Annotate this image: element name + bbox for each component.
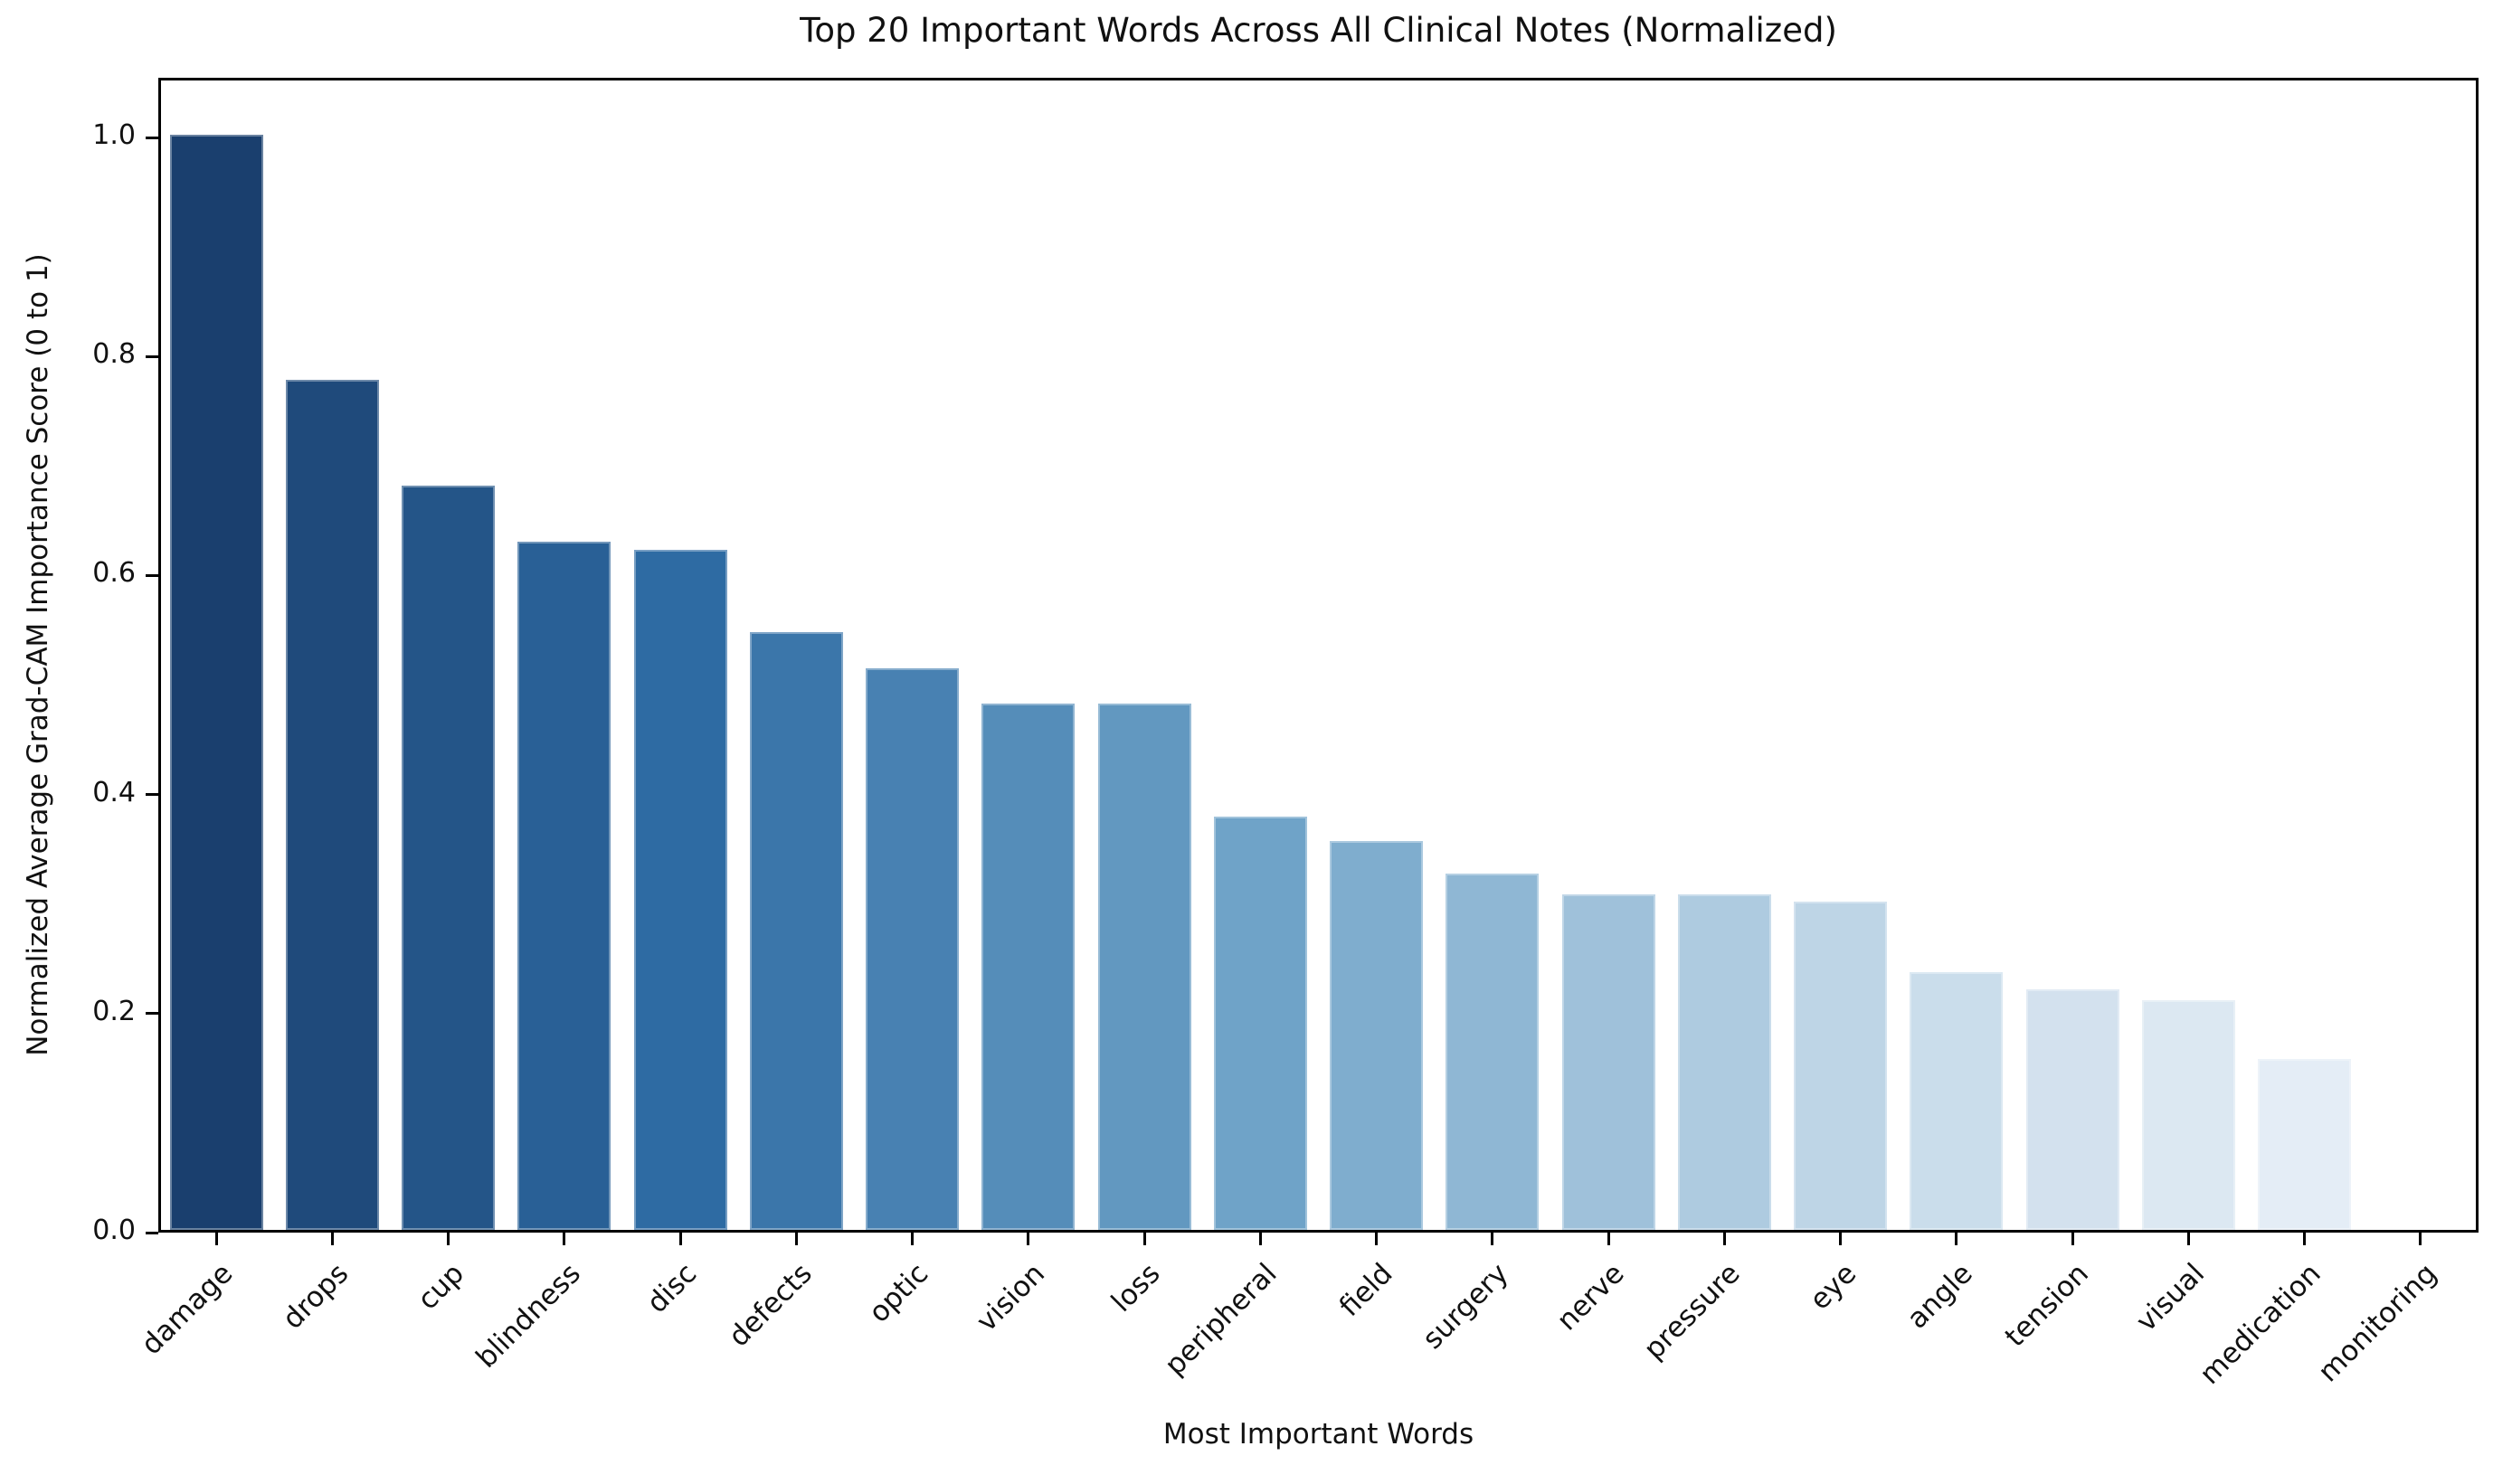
bar-surgery bbox=[1446, 874, 1540, 1230]
x-tick-label-disc: disc bbox=[640, 1257, 703, 1320]
x-tick-mark bbox=[1839, 1233, 1843, 1245]
y-tick-label-0.2: 0.2 bbox=[92, 995, 136, 1027]
x-tick-mark bbox=[1955, 1233, 1958, 1245]
x-tick-mark bbox=[1258, 1233, 1262, 1245]
x-tick-label-tension: tension bbox=[1998, 1257, 2095, 1354]
bar-blindness bbox=[517, 542, 611, 1230]
x-tick-mark bbox=[794, 1233, 798, 1245]
x-tick-mark bbox=[447, 1233, 450, 1245]
x-tick-mark bbox=[1491, 1233, 1494, 1245]
bar-field bbox=[1330, 841, 1424, 1230]
x-tick-mark bbox=[1607, 1233, 1610, 1245]
x-tick-mark bbox=[214, 1233, 218, 1245]
y-tick-label-0.0: 0.0 bbox=[92, 1215, 136, 1246]
x-tick-mark bbox=[1375, 1233, 1379, 1245]
bar-pressure bbox=[1677, 894, 1771, 1230]
bar-eye bbox=[1794, 902, 1888, 1230]
bar-vision bbox=[981, 704, 1076, 1230]
x-tick-label-cup: cup bbox=[412, 1257, 471, 1317]
plot-area bbox=[158, 78, 2479, 1233]
x-tick-mark bbox=[563, 1233, 566, 1245]
y-tick-label-0.8: 0.8 bbox=[92, 338, 136, 371]
bar-peripheral bbox=[1213, 817, 1307, 1230]
bar-optic bbox=[866, 668, 960, 1230]
x-axis-label: Most Important Words bbox=[1162, 1418, 1474, 1451]
x-tick-mark bbox=[2186, 1233, 2190, 1245]
x-tick-mark bbox=[1027, 1233, 1030, 1245]
x-tick-mark bbox=[330, 1233, 334, 1245]
bar-visual bbox=[2141, 1000, 2235, 1230]
x-tick-label-surgery: surgery bbox=[1416, 1257, 1515, 1356]
x-tick-mark bbox=[678, 1233, 682, 1245]
x-tick-mark bbox=[1142, 1233, 1146, 1245]
x-tick-mark bbox=[1722, 1233, 1726, 1245]
y-tick-mark bbox=[146, 573, 158, 577]
x-tick-label-monitoring: monitoring bbox=[2311, 1257, 2443, 1389]
x-tick-label-nerve: nerve bbox=[1550, 1257, 1631, 1337]
y-tick-label-0.6: 0.6 bbox=[92, 557, 136, 590]
x-tick-mark bbox=[2419, 1233, 2422, 1245]
x-tick-mark bbox=[2071, 1233, 2074, 1245]
x-tick-label-damage: damage bbox=[134, 1257, 239, 1362]
y-tick-mark bbox=[146, 136, 158, 139]
bar-medication bbox=[2258, 1059, 2352, 1230]
x-tick-label-field: field bbox=[1332, 1257, 1399, 1324]
x-tick-label-optic: optic bbox=[862, 1257, 935, 1329]
x-tick-label-blindness: blindness bbox=[469, 1257, 587, 1375]
x-tick-mark bbox=[2303, 1233, 2307, 1245]
bar-drops bbox=[285, 380, 379, 1230]
x-tick-label-defects: defects bbox=[722, 1257, 820, 1354]
bar-nerve bbox=[1561, 894, 1655, 1230]
x-tick-label-loss: loss bbox=[1105, 1257, 1167, 1319]
y-tick-mark bbox=[146, 1012, 158, 1016]
x-tick-mark bbox=[911, 1233, 915, 1245]
bar-disc bbox=[633, 550, 727, 1230]
bar-defects bbox=[749, 632, 843, 1230]
x-tick-label-visual: visual bbox=[2129, 1257, 2212, 1338]
y-tick-label-1.0: 1.0 bbox=[92, 119, 136, 151]
x-tick-label-peripheral: peripheral bbox=[1158, 1257, 1284, 1383]
y-tick-mark bbox=[146, 354, 158, 358]
y-axis-label: Normalized Average Grad-CAM Importance S… bbox=[22, 253, 54, 1056]
y-tick-label-0.4: 0.4 bbox=[92, 776, 136, 808]
bar-damage bbox=[169, 135, 263, 1230]
x-tick-label-pressure: pressure bbox=[1637, 1257, 1748, 1366]
bar-loss bbox=[1097, 704, 1191, 1230]
x-tick-label-vision: vision bbox=[970, 1257, 1051, 1338]
x-tick-label-drops: drops bbox=[276, 1257, 355, 1336]
x-tick-label-medication: medication bbox=[2193, 1257, 2327, 1392]
x-tick-label-eye: eye bbox=[1803, 1257, 1863, 1317]
bar-tension bbox=[2025, 989, 2119, 1230]
y-tick-mark bbox=[146, 1231, 158, 1234]
chart-title: Top 20 Important Words Across All Clinic… bbox=[800, 11, 1837, 50]
x-tick-label-angle: angle bbox=[1901, 1257, 1979, 1336]
bar-angle bbox=[1910, 972, 2004, 1230]
y-tick-mark bbox=[146, 793, 158, 797]
bar-cup bbox=[402, 486, 496, 1230]
